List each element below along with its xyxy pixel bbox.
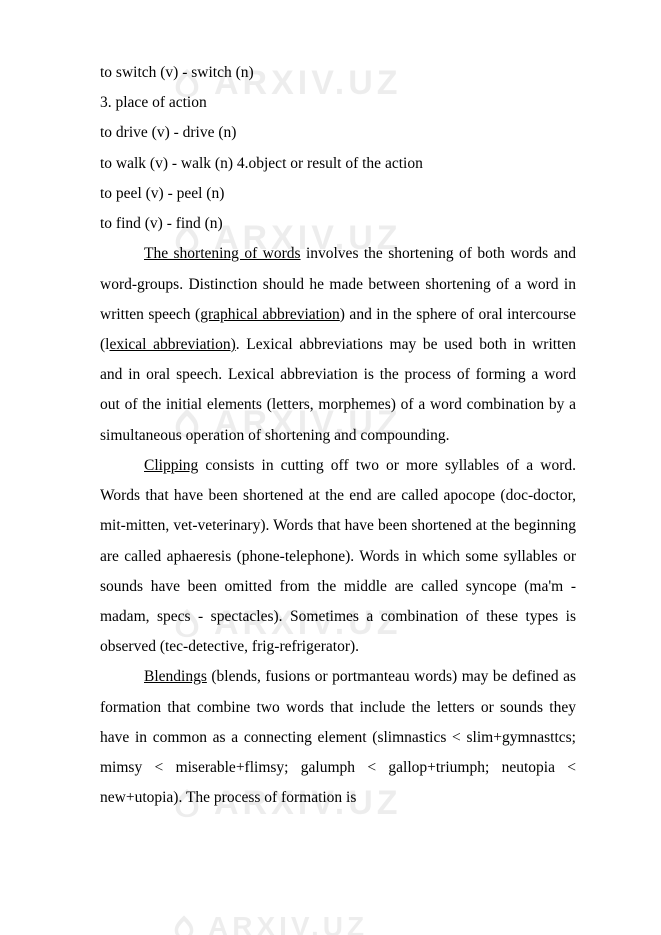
underlined-term: graphical abbreviation: [200, 306, 340, 323]
watermark: ARXIV.UZ: [170, 900, 368, 935]
underlined-term: Blendings: [144, 668, 207, 685]
paragraph-blendings: Blendings (blends, fusions or portmantea…: [100, 662, 576, 813]
body-line: to switch (v) - switch (n): [100, 58, 576, 88]
paragraph-text: consists in cutting off two or more syll…: [100, 457, 576, 655]
body-line: 3. place of action: [100, 88, 576, 118]
body-line: to drive (v) - drive (n): [100, 118, 576, 148]
underlined-term: Clipping: [144, 457, 198, 474]
leaf-icon: [170, 913, 198, 935]
page-container: ARXIV.UZ ARXIV.UZ ARXIV.UZ ARXIV.UZ ARXI…: [0, 0, 661, 935]
watermark-text: ARXIV.UZ: [208, 900, 368, 935]
underlined-term: The shortening of words: [144, 245, 301, 262]
body-line: to peel (v) - peel (n): [100, 179, 576, 209]
paragraph-clipping: Clipping consists in cutting off two or …: [100, 451, 576, 663]
underlined-term: exical abbreviation): [109, 336, 235, 353]
body-line: to find (v) - find (n): [100, 209, 576, 239]
paragraph-shortening: The shortening of words involves the sho…: [100, 239, 576, 451]
body-line: to walk (v) - walk (n) 4.object or resul…: [100, 149, 576, 179]
paragraph-text: (blends, fusions or portmanteau words) m…: [100, 668, 576, 806]
